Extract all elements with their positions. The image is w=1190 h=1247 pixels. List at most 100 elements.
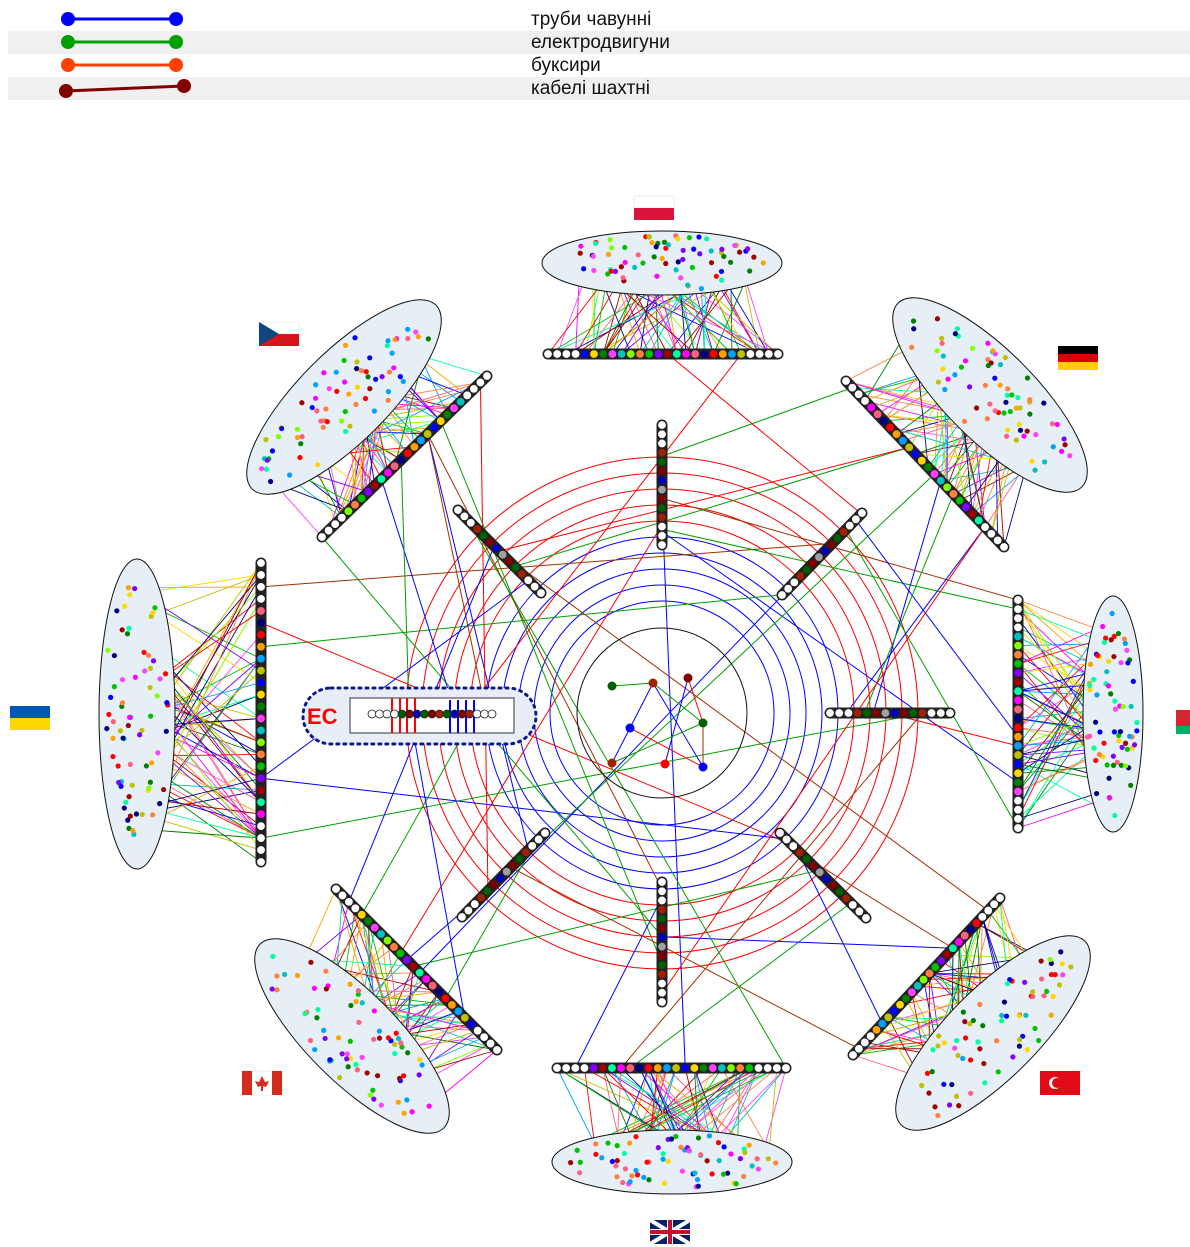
- cluster-node: [482, 371, 492, 381]
- cluster-dot: [385, 1035, 392, 1041]
- cluster-node: [350, 903, 361, 914]
- cluster-dot: [365, 374, 371, 380]
- cluster-node: [256, 713, 266, 724]
- cluster-node: [561, 349, 572, 359]
- cluster-dot: [1106, 794, 1113, 801]
- cluster-node: [403, 448, 413, 458]
- trade-link: [855, 519, 1019, 738]
- cluster-node: [396, 455, 406, 465]
- cluster-node: [635, 349, 645, 359]
- cluster-dot: [987, 401, 993, 407]
- spoke-node: [521, 847, 531, 858]
- cluster-node: [891, 429, 902, 439]
- cluster-dot: [147, 684, 153, 691]
- cluster-node: [879, 416, 889, 426]
- cluster-dot: [371, 1036, 377, 1042]
- cluster-dot: [577, 250, 583, 256]
- cluster-node: [1013, 631, 1023, 642]
- cluster-dot: [1134, 728, 1140, 734]
- cluster-node: [1013, 805, 1023, 815]
- spoke-node: [841, 893, 851, 904]
- cluster-dot: [150, 812, 156, 818]
- cluster-node: [561, 1063, 571, 1073]
- cluster-node: [607, 1063, 617, 1073]
- cluster-dot: [697, 251, 703, 257]
- cluster-dot: [675, 236, 681, 242]
- cluster-node: [344, 897, 354, 907]
- cluster-node: [847, 382, 858, 393]
- legend-label-tugs: буксири: [531, 55, 601, 76]
- trade-link: [445, 842, 536, 999]
- cluster-dot: [275, 434, 282, 440]
- cluster-dot: [110, 719, 116, 725]
- spoke-node: [657, 923, 667, 933]
- cluster-dot: [1003, 399, 1009, 405]
- trade-link: [409, 712, 466, 1018]
- cluster-dot: [1024, 428, 1030, 434]
- trade-link: [510, 867, 860, 1050]
- cluster-dot: [105, 647, 111, 653]
- inner-link: [652, 682, 704, 768]
- cluster-node: [754, 349, 765, 359]
- cluster-node: [256, 642, 266, 652]
- cluster-dot: [129, 782, 135, 788]
- spoke-node: [508, 860, 518, 871]
- spoke-node: [657, 988, 667, 998]
- ec-node: [487, 709, 497, 719]
- cluster-dot: [115, 763, 121, 769]
- cluster-dot: [945, 376, 951, 382]
- spoke-node: [775, 828, 785, 838]
- cluster-dot: [1112, 706, 1119, 712]
- cluster-dot: [1109, 610, 1115, 617]
- cluster-dot: [264, 457, 270, 463]
- trade-link: [802, 854, 954, 949]
- spoke-node: [657, 914, 667, 924]
- cluster-dot: [335, 1035, 342, 1041]
- cluster-dot: [384, 343, 390, 349]
- cluster-node: [256, 797, 266, 807]
- cluster-dot: [312, 1046, 318, 1053]
- ec-node: [405, 709, 414, 719]
- cluster-node: [917, 455, 927, 466]
- cluster-node: [698, 1063, 709, 1073]
- cluster-node: [1013, 741, 1023, 751]
- cluster-dot: [985, 362, 991, 369]
- cluster-link: [154, 607, 262, 660]
- cluster-dot: [279, 425, 285, 432]
- cluster-node: [930, 962, 941, 972]
- cluster-dot: [376, 1028, 383, 1034]
- cluster-dot: [919, 1082, 925, 1089]
- cluster-dot: [398, 1040, 404, 1046]
- country-cluster: [246, 299, 493, 543]
- cluster-node: [415, 968, 425, 978]
- cluster-dot: [347, 423, 353, 429]
- inner-link: [652, 682, 704, 724]
- spoke-node: [821, 874, 832, 884]
- ec-label: ЕС: [307, 704, 338, 729]
- cluster-node: [1013, 713, 1023, 724]
- cluster-dot: [126, 625, 132, 631]
- cluster-dot: [363, 369, 369, 375]
- cluster-dot: [1007, 408, 1013, 415]
- cluster-dot: [385, 397, 391, 403]
- cluster-dot: [104, 725, 110, 732]
- cluster-dot: [1115, 630, 1122, 637]
- cluster-dot: [678, 1144, 684, 1150]
- cluster-dot: [1016, 1036, 1023, 1043]
- cluster-dot: [704, 1158, 710, 1164]
- cluster-dot: [164, 700, 170, 706]
- cluster-node: [607, 349, 618, 359]
- spoke-node: [781, 834, 792, 845]
- spoke-node: [657, 503, 667, 513]
- cluster-dot: [157, 801, 163, 807]
- cluster-node: [472, 1025, 483, 1036]
- cluster-dot: [318, 418, 324, 424]
- spoke-node: [857, 508, 867, 518]
- trade-link: [380, 478, 456, 714]
- spoke-node: [472, 524, 482, 534]
- cluster-node: [460, 1013, 470, 1023]
- cluster-link: [1017, 793, 1097, 820]
- cluster-node: [1013, 768, 1023, 778]
- cluster-dot: [659, 255, 665, 262]
